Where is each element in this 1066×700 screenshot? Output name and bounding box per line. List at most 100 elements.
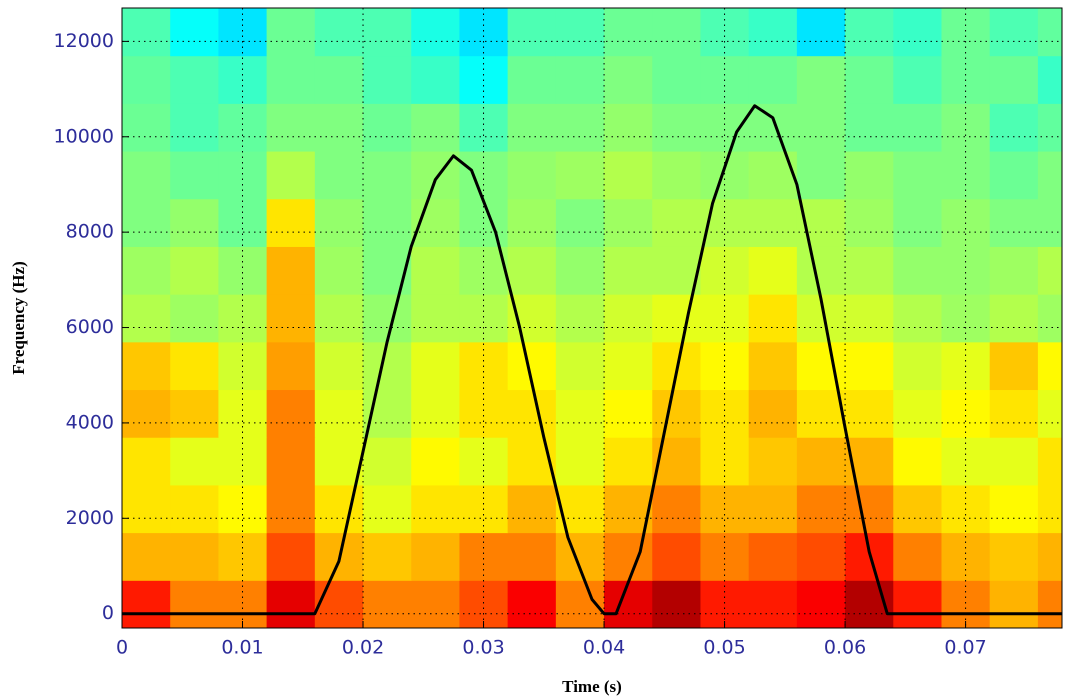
heatmap-cell (796, 103, 846, 152)
y-tick-label: 2000 (66, 507, 114, 529)
heatmap-cell (652, 198, 701, 247)
heatmap-cell (941, 246, 991, 295)
heatmap-cell (411, 389, 460, 438)
heatmap-cell (266, 532, 316, 581)
heatmap-cell (122, 389, 171, 438)
heatmap-cell (893, 8, 942, 57)
heatmap-cell (218, 389, 268, 438)
curve (122, 104, 1062, 616)
heatmap-cell (845, 294, 894, 343)
heatmap-cell (170, 103, 219, 152)
heatmap-cell (314, 484, 364, 534)
heatmap-cell (748, 580, 798, 628)
heatmap-cell (845, 341, 894, 391)
heatmap-cell (604, 437, 653, 486)
heatmap-cell (845, 8, 894, 57)
heatmap-cell (411, 55, 460, 104)
heatmap-cell (989, 103, 1039, 152)
heatmap-cell (796, 55, 846, 104)
x-tick-label: 0.05 (703, 637, 745, 659)
heatmap-cell (122, 484, 171, 534)
heatmap-cell (507, 484, 557, 534)
heatmap-cell (652, 55, 701, 104)
heatmap-cell (893, 437, 942, 486)
heatmap-cell (845, 389, 894, 438)
heatmap-cell (941, 580, 991, 628)
heatmap-cell (507, 532, 557, 581)
heatmap-cell (266, 580, 316, 628)
heatmap-cell (314, 437, 364, 486)
heatmap-cell (748, 8, 798, 57)
heatmap-cell (555, 151, 605, 200)
heatmap-cell (266, 341, 316, 391)
heatmap-cell (507, 198, 557, 247)
heatmap-cell (652, 580, 701, 628)
heatmap-cell (507, 55, 557, 104)
x-tick-label: 0.01 (221, 637, 263, 659)
heatmap-cell (1037, 389, 1062, 438)
heatmap-cell (266, 389, 316, 438)
heatmap-cell (700, 580, 750, 628)
x-tick-label: 0.02 (342, 637, 384, 659)
heatmap-cell (748, 532, 798, 581)
heatmap-cell (411, 246, 460, 295)
heatmap-cell (1037, 580, 1062, 628)
heatmap-cell (700, 389, 750, 438)
heatmap-cell (170, 389, 219, 438)
heatmap-cell (893, 389, 942, 438)
heatmap-cell (845, 437, 894, 486)
heatmap-cell (363, 341, 412, 391)
heatmap-cell (314, 198, 364, 247)
heatmap-cell (555, 8, 605, 57)
heatmap-cell (363, 55, 412, 104)
heatmap-cell (941, 294, 991, 343)
heatmap-cell (459, 580, 509, 628)
heatmap-cell (941, 437, 991, 486)
heatmap-cell (122, 8, 171, 57)
heatmap-cell (411, 532, 460, 581)
heatmap-cell (796, 389, 846, 438)
heatmap-cell (363, 103, 412, 152)
heatmap-cell (748, 246, 798, 295)
heatmap-cell (555, 294, 605, 343)
heatmap-cell (459, 437, 509, 486)
y-tick-label: 8000 (66, 221, 114, 243)
heatmap-cell (218, 294, 268, 343)
heatmap-cell (1037, 532, 1062, 581)
heatmap-cell (314, 580, 364, 628)
heatmap-cell (363, 532, 412, 581)
heatmap-cell (845, 103, 894, 152)
heatmap-cell (1037, 341, 1062, 391)
heatmap-cell (266, 294, 316, 343)
heatmap-cell (218, 437, 268, 486)
heatmap-cell (266, 198, 316, 247)
heatmap-cell (796, 341, 846, 391)
heatmap-cell (314, 389, 364, 438)
heatmap-cell (363, 151, 412, 200)
heatmap-cell (363, 437, 412, 486)
heatmap-cell (266, 437, 316, 486)
heatmap-cell (363, 294, 412, 343)
heatmap-cell (845, 198, 894, 247)
y-tick-label: 6000 (66, 316, 114, 338)
heatmap-cell (989, 532, 1039, 581)
heatmap-cell (652, 103, 701, 152)
heatmap-cell (604, 55, 653, 104)
heatmap-cell (604, 294, 653, 343)
heatmap-cell (1037, 484, 1062, 534)
heatmap-cell (893, 103, 942, 152)
heatmap-cell (604, 389, 653, 438)
heatmap-cell (604, 198, 653, 247)
heatmap-cell (893, 151, 942, 200)
heatmap-cell (170, 532, 219, 581)
x-tick-label: 0.07 (944, 637, 986, 659)
heatmap-cell (700, 8, 750, 57)
heatmap-cell (170, 8, 219, 57)
heatmap-cell (122, 198, 171, 247)
heatmap-cell (893, 294, 942, 343)
heatmap-cell (748, 484, 798, 534)
heatmap-cell (555, 389, 605, 438)
heatmap-cell (845, 246, 894, 295)
heatmap-cell (1037, 294, 1062, 343)
heatmap-cell (700, 532, 750, 581)
